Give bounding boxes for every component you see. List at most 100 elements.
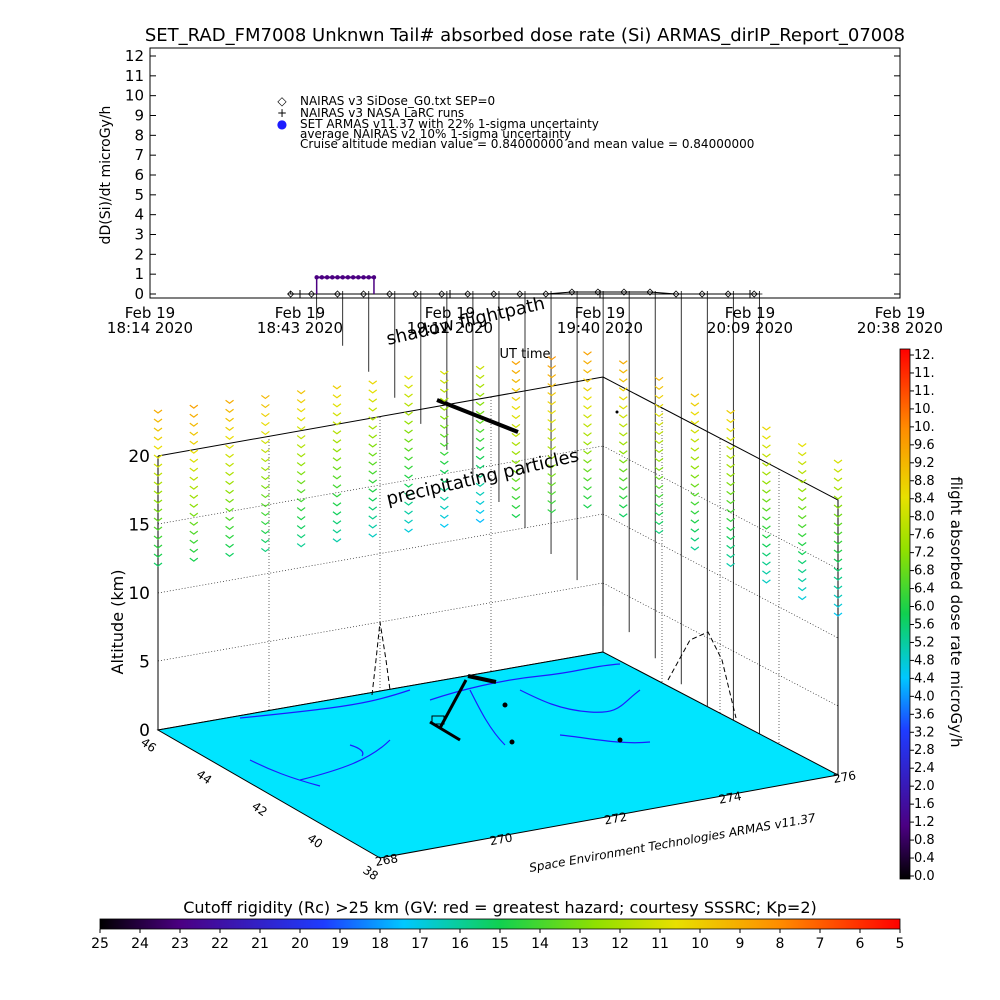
- particle-mark: [762, 534, 771, 539]
- particle-mark: [833, 612, 843, 617]
- particle-mark: [404, 519, 413, 524]
- particle-mark: [261, 511, 270, 517]
- particle-mark: [726, 454, 735, 460]
- particle-mark: [261, 475, 270, 481]
- particle-mark: [690, 501, 700, 506]
- particle-mark: [690, 393, 700, 398]
- particle-mark: [654, 421, 664, 427]
- particle-mark: [726, 409, 735, 415]
- particle-mark: [153, 436, 163, 441]
- data-point-diamond: [568, 288, 576, 296]
- particle-mark: [404, 429, 413, 434]
- particle-mark: [261, 466, 270, 472]
- particle-mark: [296, 507, 306, 512]
- colorbar-tick-label: 1.6: [914, 797, 935, 812]
- particle-mark: [261, 538, 270, 544]
- particle-mark: [189, 530, 199, 535]
- colorbar-tick-label: 4.4: [914, 671, 935, 686]
- data-point-plus: [443, 291, 450, 450]
- particle-mark: [261, 547, 270, 553]
- cutoff-rigidity-ticks: 25 24 23 22 21 20 19 18 17 16 15 14 13 12 11 10 9 8 7 6 5: [91, 929, 904, 952]
- cutoff-tick-label: 18: [371, 936, 389, 952]
- particle-mark: [475, 491, 485, 497]
- particle-mark: [332, 484, 342, 489]
- particle-mark: [583, 504, 592, 509]
- particle-mark: [762, 453, 771, 458]
- particle-mark: [654, 376, 664, 382]
- particle-mark: [404, 384, 413, 389]
- particle-mark: [189, 494, 199, 499]
- particle-mark: [153, 445, 163, 450]
- particle-mark: [153, 454, 163, 459]
- particle-mark: [153, 517, 163, 522]
- data-point-diamond: [464, 290, 472, 298]
- x-tick-time: 20:09 2020: [707, 319, 793, 337]
- data-point-plus: [495, 291, 502, 502]
- particle-mark: [690, 492, 700, 497]
- particle-mark: [404, 474, 413, 479]
- y-tick-label: 1: [134, 265, 144, 283]
- particle-mark: [225, 444, 234, 450]
- colorbar-tick-label: 7.6: [914, 528, 935, 543]
- particle-mark: [583, 486, 592, 491]
- data-point-armas: [335, 275, 340, 280]
- particle-mark: [797, 496, 807, 502]
- particle-mark: [261, 394, 270, 400]
- particle-mark: [511, 378, 521, 384]
- colorbar-tick-label: 11.: [914, 366, 935, 381]
- particle-mark: [261, 430, 270, 436]
- particle-mark: [797, 442, 807, 448]
- particle-mark: [296, 534, 306, 539]
- particle-mark: [225, 498, 234, 504]
- altitude-tick-label: 20: [128, 447, 150, 467]
- particle-mark: [153, 472, 163, 477]
- particle-mark: [511, 468, 521, 474]
- particle-mark: [833, 558, 843, 563]
- cutoff-tick-label: 20: [291, 936, 309, 952]
- particle-mark: [475, 374, 485, 380]
- particle-mark: [726, 553, 735, 559]
- particle-mark: [404, 456, 413, 461]
- particle-mark: [833, 567, 843, 572]
- particle-mark: [153, 535, 163, 540]
- particle-mark: [296, 489, 306, 494]
- x-tick-date: Feb 19: [125, 304, 175, 322]
- particle-mark: [833, 459, 843, 464]
- data-point-armas: [356, 275, 361, 280]
- particle-mark: [439, 469, 449, 474]
- chart-title: SET_RAD_FM7008 Unknwn Tail# absorbed dos…: [145, 25, 905, 46]
- particle-mark: [332, 403, 342, 408]
- colorbar-tick-label: 5.6: [914, 617, 935, 632]
- particle-mark: [511, 450, 521, 456]
- particle-mark: [261, 529, 270, 535]
- particle-mark: [439, 478, 449, 483]
- particle-mark: [618, 378, 628, 383]
- particle-mark: [439, 496, 449, 501]
- legend-marker-sidose: ◇: [277, 94, 287, 108]
- particle-mark: [189, 440, 199, 445]
- particle-mark: [225, 516, 234, 522]
- x-tick-date: Feb 19: [275, 304, 325, 322]
- particle-mark: [797, 586, 807, 592]
- particle-mark: [296, 516, 306, 521]
- particle-mark: [225, 507, 234, 513]
- cutoff-tick-label: 5: [896, 936, 905, 952]
- colorbar-tick-label: 7.2: [914, 546, 935, 561]
- particle-mark: [797, 532, 807, 538]
- particle-mark: [296, 471, 306, 476]
- particle-mark: [690, 456, 700, 461]
- particle-mark: [797, 595, 807, 601]
- cutoff-tick-label: 8: [776, 936, 785, 952]
- particle-mark: [762, 435, 771, 440]
- particle-mark: [762, 570, 771, 575]
- particle-mark: [762, 543, 771, 548]
- data-point-armas: [371, 275, 377, 280]
- particle-mark: [797, 460, 807, 466]
- particle-mark: [261, 457, 270, 463]
- particle-mark: [225, 417, 234, 423]
- colorbar-tick-label: 0.0: [914, 869, 935, 884]
- particle-mark: [368, 452, 378, 457]
- particle-mark: [583, 369, 592, 374]
- particle-mark: [332, 493, 342, 498]
